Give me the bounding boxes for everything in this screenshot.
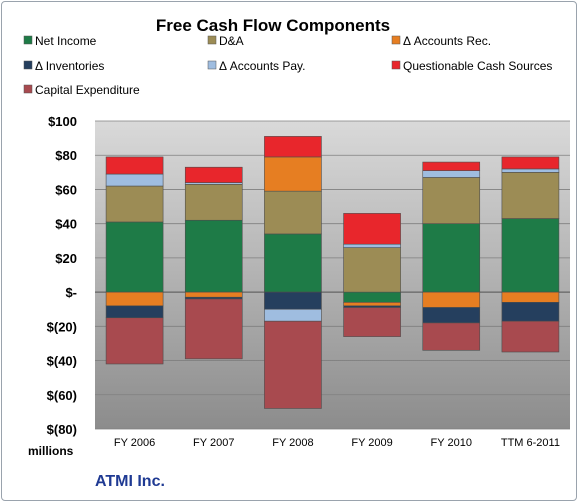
x-tick-label: FY 2006 xyxy=(114,437,155,449)
bar-accounts-pay-fy-2010 xyxy=(422,170,481,178)
bar-accounts-pay-ttm-6-2011 xyxy=(501,168,560,173)
bar-accounts-pay-fy-2009 xyxy=(343,243,401,248)
gridlines xyxy=(95,120,570,430)
bar-questionable-cash-sources-fy-2006 xyxy=(105,156,164,175)
legend-swatch-capital-expenditure xyxy=(23,84,33,94)
bar-accounts-pay-fy-2008 xyxy=(264,308,322,322)
bar-accounts-rec-fy-2010 xyxy=(422,291,481,308)
bar-capital-expenditure-fy-2009 xyxy=(343,307,401,337)
y-tick-label: $(80) xyxy=(47,422,77,437)
bar-inventories-fy-2008 xyxy=(264,291,322,310)
bar-accounts-rec-fy-2006 xyxy=(105,291,164,307)
legend-swatch-inventories xyxy=(23,60,33,70)
legend-label-d-a: D&A xyxy=(219,34,244,48)
bar-net-income-fy-2007 xyxy=(184,219,243,293)
legend-swatch-accounts-pay xyxy=(207,60,217,70)
bar-questionable-cash-sources-fy-2010 xyxy=(422,161,481,171)
bar-capital-expenditure-fy-2008 xyxy=(264,320,322,409)
bar-questionable-cash-sources-ttm-6-2011 xyxy=(501,156,560,170)
legend-swatch-questionable-cash-sources xyxy=(391,60,401,70)
bar-accounts-pay-fy-2006 xyxy=(105,173,164,187)
bar-accounts-rec-fy-2007 xyxy=(184,291,243,298)
bar-d-a-fy-2007 xyxy=(184,184,243,221)
x-tick-label: FY 2008 xyxy=(272,437,313,449)
bar-inventories-fy-2006 xyxy=(105,305,164,319)
bar-capital-expenditure-fy-2007 xyxy=(184,298,243,360)
y-tick-label: $60 xyxy=(55,182,77,197)
bar-capital-expenditure-fy-2010 xyxy=(422,322,481,351)
bar-inventories-fy-2010 xyxy=(422,307,481,324)
y-tick-label: $- xyxy=(65,285,77,300)
y-axis: $100 $80 $60 $40 $20 $- $(20) $(40) $(60) $(80) xyxy=(47,114,77,437)
x-tick-label: FY 2009 xyxy=(351,437,392,449)
y-tick-label: $100 xyxy=(48,114,77,129)
bar-accounts-rec-ttm-6-2011 xyxy=(501,291,560,303)
plot-area xyxy=(95,121,570,429)
bar-d-a-ttm-6-2011 xyxy=(501,172,560,219)
legend-label-capital-expenditure: Capital Expenditure xyxy=(35,83,140,97)
x-axis: FY 2006 FY 2007 FY 2008 FY 2009 FY 2010 TTM 6… xyxy=(114,437,560,449)
bar-d-a-fy-2010 xyxy=(422,177,481,224)
y-tick-label: $(60) xyxy=(47,388,77,403)
legend-swatch-d-a xyxy=(207,35,217,45)
chart-title: Free Cash Flow Components xyxy=(156,16,390,35)
company-name: ATMI Inc. xyxy=(95,473,165,490)
bar-accounts-rec-fy-2008 xyxy=(264,156,322,192)
bar-d-a-fy-2008 xyxy=(264,190,322,235)
y-tick-label: $(40) xyxy=(47,354,77,369)
y-tick-label: $40 xyxy=(55,217,77,232)
legend-swatch-net-income xyxy=(23,35,33,45)
bar-net-income-ttm-6-2011 xyxy=(501,218,560,293)
bar-net-income-fy-2009 xyxy=(343,291,401,303)
bar-net-income-fy-2006 xyxy=(105,221,164,293)
bar-questionable-cash-sources-fy-2008 xyxy=(264,136,322,158)
x-tick-label: TTM 6-2011 xyxy=(501,437,560,449)
bars xyxy=(105,136,560,409)
bar-net-income-fy-2008 xyxy=(264,233,322,293)
unit-label: millions xyxy=(28,444,74,458)
bar-d-a-fy-2009 xyxy=(343,247,401,293)
y-tick-label: $(20) xyxy=(47,319,77,334)
x-tick-label: FY 2010 xyxy=(431,437,472,449)
bar-inventories-ttm-6-2011 xyxy=(501,302,560,322)
legend-label-accounts-rec: Δ Accounts Rec. xyxy=(403,34,491,48)
bar-accounts-rec-fy-2009 xyxy=(343,302,401,307)
bar-capital-expenditure-fy-2006 xyxy=(105,317,164,365)
legend-label-inventories: Δ Inventories xyxy=(35,59,104,73)
y-tick-label: $20 xyxy=(55,251,77,266)
legend-label-net-income: Net Income xyxy=(35,34,97,48)
bar-questionable-cash-sources-fy-2009 xyxy=(343,213,401,245)
bar-net-income-fy-2010 xyxy=(422,223,481,293)
x-tick-label: FY 2007 xyxy=(193,437,234,449)
legend-swatch-accounts-rec xyxy=(391,35,401,45)
legend: Net Income D&A Δ Accounts Rec. Δ Inventorie… xyxy=(23,34,552,97)
bar-capital-expenditure-ttm-6-2011 xyxy=(501,320,560,353)
legend-label-accounts-pay: Δ Accounts Pay. xyxy=(219,59,306,73)
bar-d-a-fy-2006 xyxy=(105,185,164,223)
bar-questionable-cash-sources-fy-2007 xyxy=(184,166,243,183)
legend-label-questionable-cash-sources: Questionable Cash Sources xyxy=(403,59,552,73)
y-tick-label: $80 xyxy=(55,148,77,163)
